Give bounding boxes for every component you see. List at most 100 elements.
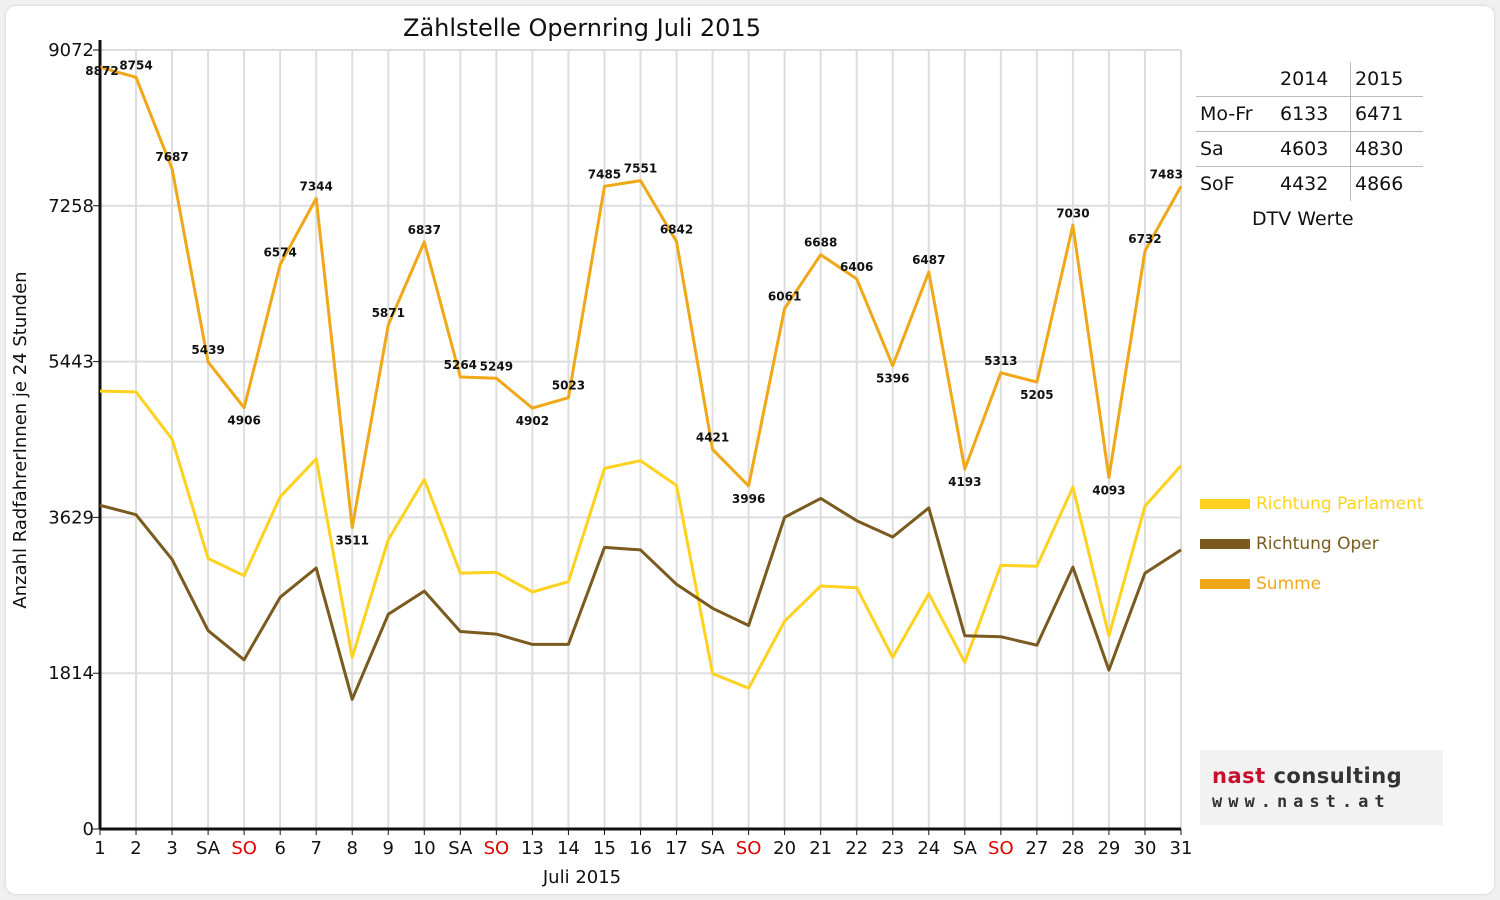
dtv-cell-2014: 4432	[1276, 166, 1351, 201]
dtv-header-2015: 2015	[1350, 62, 1423, 97]
x-tick-label: 31	[1170, 838, 1193, 859]
x-tick-label: 28	[1061, 838, 1084, 859]
x-tick-label: 2	[130, 838, 141, 859]
x-tick-label: 22	[845, 838, 868, 859]
legend-label: Summe	[1256, 574, 1322, 594]
x-tick-label: 24	[917, 838, 940, 859]
data-label: 5313	[984, 354, 1017, 368]
data-label: 7344	[299, 179, 332, 193]
data-labels: 8872 8754 7687 5439 4906 6574 7344 3511 5871 6837…	[85, 58, 1183, 547]
dtv-cell-2015: 4830	[1350, 131, 1423, 167]
x-tick-label: SA	[701, 838, 726, 859]
dtv-cell-2014: 6133	[1276, 96, 1351, 132]
x-tick-label: 17	[665, 838, 688, 859]
legend-swatch	[1200, 539, 1250, 549]
data-label: 5205	[1020, 388, 1053, 402]
data-label: 6688	[804, 236, 837, 250]
dtv-header-empty	[1196, 62, 1276, 97]
dtv-caption: DTV Werte	[1252, 208, 1354, 230]
data-label: 7483	[1150, 167, 1183, 181]
x-tick-label: 27	[1025, 838, 1048, 859]
legend-swatch	[1200, 499, 1250, 509]
x-tick-label: 10	[413, 838, 436, 859]
data-label: 5439	[191, 343, 224, 357]
dtv-cell-2015: 6471	[1350, 96, 1423, 132]
data-label: 7030	[1056, 206, 1089, 220]
data-label: 6574	[263, 245, 296, 259]
x-tick-label: 13	[521, 838, 544, 859]
data-label: 7687	[155, 150, 188, 164]
data-label: 5264	[444, 358, 477, 372]
data-label: 3511	[336, 534, 369, 548]
logo-url: www.nast.at	[1212, 792, 1391, 812]
legend-item-summe: Summe	[1200, 573, 1321, 595]
x-tick-label: SO	[231, 838, 257, 859]
series-line-summe	[99, 65, 1183, 529]
y-tick-label: 0	[83, 819, 94, 840]
legend-label: Richtung Oper	[1256, 534, 1379, 554]
x-axis-ticks: 1 2 3 SA SO 6 7 8 9 10 SA SO 13 14 15 16 17 SA SO 20 21 22 23 2…	[94, 829, 1192, 859]
data-label: 4421	[696, 430, 729, 444]
x-tick-label: 8	[347, 838, 358, 859]
y-tick-label: 7258	[48, 196, 94, 217]
data-label: 5396	[876, 372, 909, 386]
dtv-header-row: 2014 2015	[1196, 62, 1423, 97]
y-tick-label: 5443	[48, 352, 94, 373]
x-tick-label: SO	[988, 838, 1014, 859]
data-label: 3996	[732, 492, 765, 506]
x-tick-label: SO	[736, 838, 762, 859]
dtv-row: Mo-Fr 6133 6471	[1196, 96, 1423, 132]
y-tick-label: 3629	[48, 507, 94, 528]
x-tick-label: 15	[593, 838, 616, 859]
x-tick-label: 9	[383, 838, 394, 859]
data-label: 6732	[1128, 232, 1161, 246]
data-label: 7551	[624, 162, 657, 176]
x-tick-label: 7	[310, 838, 321, 859]
data-label: 6487	[912, 253, 945, 267]
dtv-cell-2015: 4866	[1355, 173, 1404, 195]
series-lines	[99, 65, 1183, 701]
y-tick-label: 1814	[48, 663, 94, 684]
data-label: 4906	[227, 414, 260, 428]
legend-item-richtung-parlament: Richtung Parlament	[1200, 493, 1424, 515]
data-label: 5249	[480, 359, 513, 373]
legend-item-richtung-oper: Richtung Oper	[1200, 533, 1379, 555]
dtv-row-label: Mo-Fr	[1196, 96, 1276, 132]
data-label: 6842	[660, 222, 693, 236]
dtv-row: SoF 4432 4866	[1196, 166, 1423, 201]
nast-consulting-logo: nast consulting www.nast.at	[1200, 750, 1443, 825]
dtv-table: 2014 2015 Mo-Fr 6133 6471 Sa 4603 4830 S…	[1196, 62, 1423, 201]
x-tick-label: 3	[166, 838, 177, 859]
x-tick-label: 1	[94, 838, 105, 859]
x-tick-label: 20	[773, 838, 796, 859]
data-label: 6061	[768, 290, 801, 304]
logo-brand-part2: consulting	[1265, 764, 1403, 788]
dtv-header-2014: 2014	[1276, 62, 1351, 97]
y-axis-label: Anzahl RadfahrerInnen je 24 Stunden	[10, 271, 31, 608]
data-label: 8754	[119, 58, 152, 72]
x-tick-label: 23	[881, 838, 904, 859]
data-label: 5871	[372, 306, 405, 320]
x-tick-label: SA	[448, 838, 473, 859]
dtv-cell-2014: 4603	[1276, 131, 1351, 167]
x-tick-label: 29	[1097, 838, 1120, 859]
x-tick-label: 6	[274, 838, 285, 859]
data-label: 6837	[408, 223, 441, 237]
data-label: 4902	[516, 414, 549, 428]
data-label: 4193	[948, 475, 981, 489]
dtv-row-label: SoF	[1200, 173, 1235, 195]
data-label: 5023	[552, 379, 585, 393]
legend-swatch	[1200, 579, 1250, 589]
x-tick-label: SO	[484, 838, 510, 859]
chart-title: Zählstelle Opernring Juli 2015	[403, 14, 761, 42]
x-tick-label: 30	[1134, 838, 1157, 859]
x-tick-label: SA	[196, 838, 221, 859]
data-label: 8872	[85, 64, 118, 78]
data-label: 7485	[588, 167, 621, 181]
legend-label: Richtung Parlament	[1256, 494, 1424, 514]
y-tick-label: 9072	[48, 40, 94, 61]
x-tick-label: 16	[629, 838, 652, 859]
series-line-richtung-parlament	[99, 389, 1183, 690]
data-label: 6406	[840, 260, 873, 274]
